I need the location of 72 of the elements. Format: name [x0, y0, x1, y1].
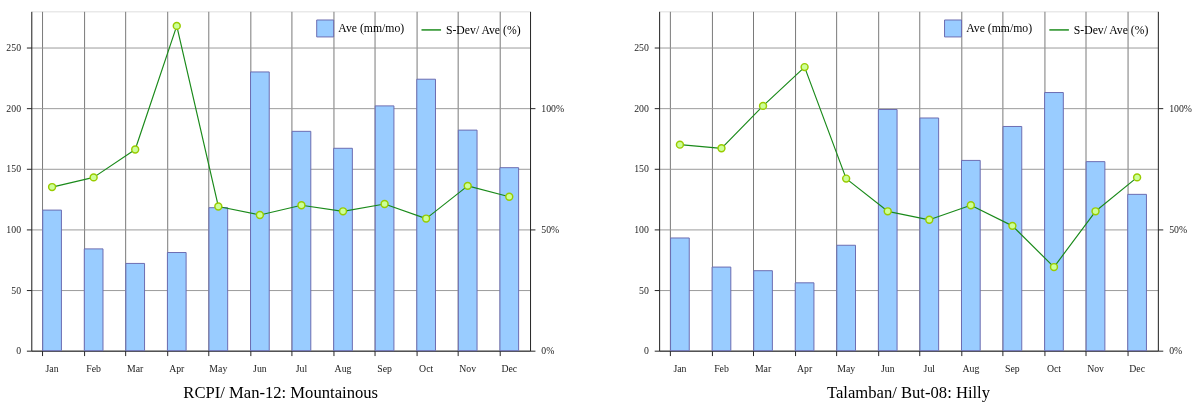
bar — [711, 266, 732, 352]
x-tick-label: Oct — [419, 362, 434, 374]
bar — [1127, 193, 1147, 352]
y-tick-label: 250 — [634, 42, 649, 54]
x-tick-label: Jan — [673, 362, 687, 374]
y2-tick-label: 50% — [1169, 223, 1188, 235]
bar — [919, 117, 940, 352]
y-tick-label: 150 — [6, 163, 22, 175]
x-tick-label: Jun — [253, 362, 267, 374]
x-tick-label: Apr — [169, 362, 186, 374]
bar — [961, 159, 981, 352]
legend-label: Ave (mm/mo) — [966, 22, 1033, 36]
x-tick-label: Jul — [923, 362, 936, 374]
y-tick-label: 0 — [16, 345, 22, 357]
y2-tick-label: 0% — [541, 345, 555, 357]
y-tick-label: 50 — [639, 284, 649, 296]
x-tick-label: Nov — [459, 362, 477, 374]
y2-tick-label: 0% — [1169, 345, 1183, 357]
text: RCPI/ Man-12: Mountainous — [183, 382, 379, 402]
bar — [877, 109, 898, 352]
x-tick-label: Feb — [714, 362, 729, 374]
x-tick-label: Apr — [797, 362, 813, 374]
y2-tick-label: 100% — [1169, 102, 1192, 114]
x-tick-label: Oct — [1046, 362, 1062, 374]
x-tick-label: Dec — [501, 362, 518, 374]
x-tick-label: Jan — [45, 362, 59, 374]
bar — [836, 244, 857, 352]
x-tick-label: Jul — [295, 362, 308, 374]
bar — [125, 262, 146, 352]
bar — [753, 270, 773, 352]
y-tick-label: 250 — [6, 42, 22, 54]
x-tick-label: Jun — [880, 362, 895, 374]
y-tick-label: 150 — [634, 163, 649, 175]
bar — [83, 248, 104, 352]
x-tick-label: Feb — [86, 362, 102, 374]
bar — [1002, 125, 1023, 352]
x-tick-label: Sep — [377, 362, 393, 374]
bar — [166, 252, 187, 352]
bar — [499, 167, 520, 352]
x-tick-label: Mar — [127, 362, 145, 374]
x-tick-label: Mar — [754, 362, 772, 374]
y-tick-label: 200 — [6, 102, 22, 114]
y2-tick-label: 50% — [541, 223, 560, 235]
bar — [670, 237, 690, 352]
y-tick-label: 100 — [6, 223, 22, 235]
x-tick-label: Nov — [1087, 362, 1105, 374]
x-tick-label: Aug — [962, 362, 980, 374]
bar — [208, 207, 229, 352]
y2-tick-label: 100% — [541, 102, 565, 114]
x-tick-label: Aug — [334, 362, 352, 374]
y-tick-label: 0 — [643, 345, 649, 357]
y-tick-label: 50 — [11, 284, 22, 296]
bar — [416, 78, 436, 352]
x-tick-label: May — [209, 362, 228, 374]
bar — [1044, 92, 1064, 352]
y-tick-label: 200 — [634, 102, 649, 114]
text: Talamban/ But-08: Hilly — [826, 382, 991, 402]
x-tick-label: Sep — [1005, 362, 1020, 374]
x-tick-label: Dec — [1129, 362, 1146, 374]
bar — [250, 71, 270, 352]
bar — [1085, 161, 1106, 352]
legend-label: Ave (mm/mo) — [338, 22, 405, 36]
bar — [457, 129, 478, 352]
bar — [291, 130, 312, 352]
legend-label: S-Dev/ Ave (%) — [1073, 23, 1149, 37]
bar — [333, 147, 353, 352]
y-tick-label: 100 — [634, 223, 649, 235]
bar — [374, 105, 395, 352]
bar — [42, 209, 62, 352]
legend-label: S-Dev/ Ave (%) — [445, 23, 521, 37]
bar — [794, 282, 815, 352]
x-tick-label: May — [837, 362, 856, 374]
